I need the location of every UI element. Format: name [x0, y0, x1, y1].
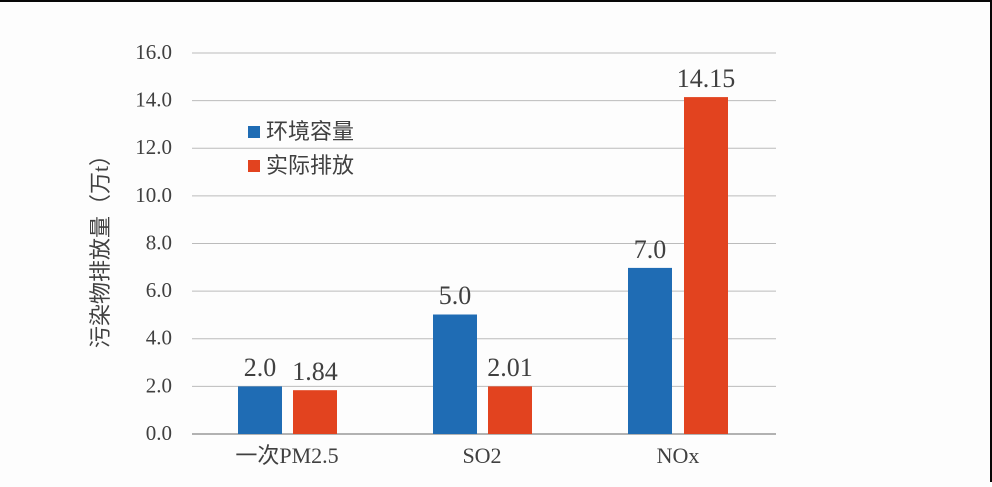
svg-text:实际排放: 实际排放 [266, 153, 354, 178]
svg-text:1.84: 1.84 [292, 357, 338, 386]
svg-text:污染物排放量（万t）: 污染物排放量（万t） [88, 144, 113, 348]
svg-text:14.15: 14.15 [677, 64, 736, 93]
svg-text:2.0: 2.0 [244, 353, 277, 382]
svg-text:2.0: 2.0 [146, 373, 172, 397]
svg-text:NOx: NOx [657, 443, 700, 468]
svg-text:10.0: 10.0 [135, 183, 172, 207]
svg-text:12.0: 12.0 [135, 135, 172, 159]
svg-text:0.0: 0.0 [146, 421, 172, 445]
svg-text:环境容量: 环境容量 [266, 119, 354, 144]
svg-text:SO2: SO2 [462, 443, 501, 468]
svg-text:16.0: 16.0 [135, 40, 172, 64]
svg-text:一次PM2.5: 一次PM2.5 [235, 443, 338, 468]
svg-text:8.0: 8.0 [146, 231, 172, 255]
svg-text:14.0: 14.0 [135, 88, 172, 112]
svg-text:7.0: 7.0 [634, 235, 667, 264]
svg-text:2.01: 2.01 [487, 353, 533, 382]
svg-text:5.0: 5.0 [439, 281, 472, 310]
svg-text:4.0: 4.0 [146, 326, 172, 350]
svg-text:6.0: 6.0 [146, 278, 172, 302]
